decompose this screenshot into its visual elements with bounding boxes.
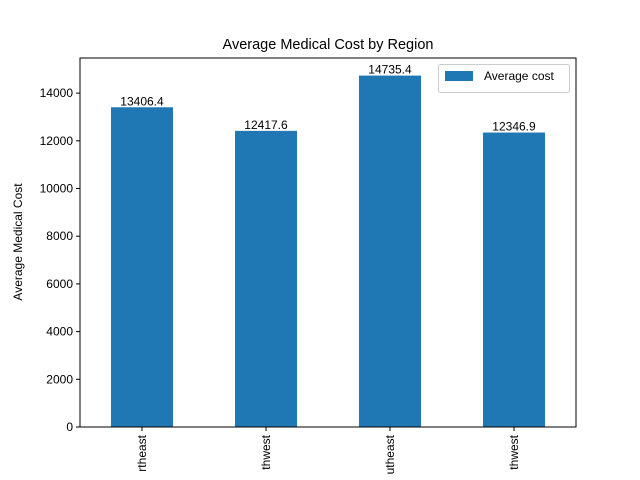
x-tick-label: thwest [259,434,273,469]
y-tick-label: 2000 [46,372,73,386]
x-tick-label: rtheast [135,434,149,471]
y-tick-label: 6000 [46,277,73,291]
y-axis-label: Average Medical Cost [11,183,25,301]
y-tick-label: 8000 [46,229,73,243]
bar-value-label: 13406.4 [120,94,164,108]
y-axis: 0 2000 4000 6000 8000 10000 12000 14000 [40,86,80,434]
y-tick-label: 4000 [46,325,73,339]
chart-title: Average Medical Cost by Region [223,37,434,53]
bars-group [111,75,545,428]
bar [235,130,297,428]
legend-label: Average cost [484,69,554,83]
y-tick-label: 14000 [40,86,74,100]
y-tick-label: 10000 [40,182,74,196]
bar-value-label: 12346.9 [492,120,536,134]
x-tick-label: thwest [507,434,521,469]
bar [483,132,545,428]
y-tick-label: 12000 [40,134,74,148]
plot-frame [79,57,577,428]
legend: Average cost [438,64,570,93]
legend-swatch [445,71,473,81]
bar [111,107,173,428]
bar [359,75,421,427]
data-labels-group: 13406.4 12417.6 14735.4 12346.9 [120,63,536,134]
bar-value-label: 14735.4 [368,63,412,77]
bar-value-label: 12417.6 [244,118,288,132]
x-axis: rtheast thwest utheast thwest [135,427,521,474]
x-tick-label: utheast [383,434,397,474]
y-tick-label: 0 [66,420,73,434]
